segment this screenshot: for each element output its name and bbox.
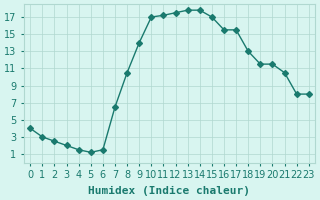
X-axis label: Humidex (Indice chaleur): Humidex (Indice chaleur) xyxy=(89,186,251,196)
